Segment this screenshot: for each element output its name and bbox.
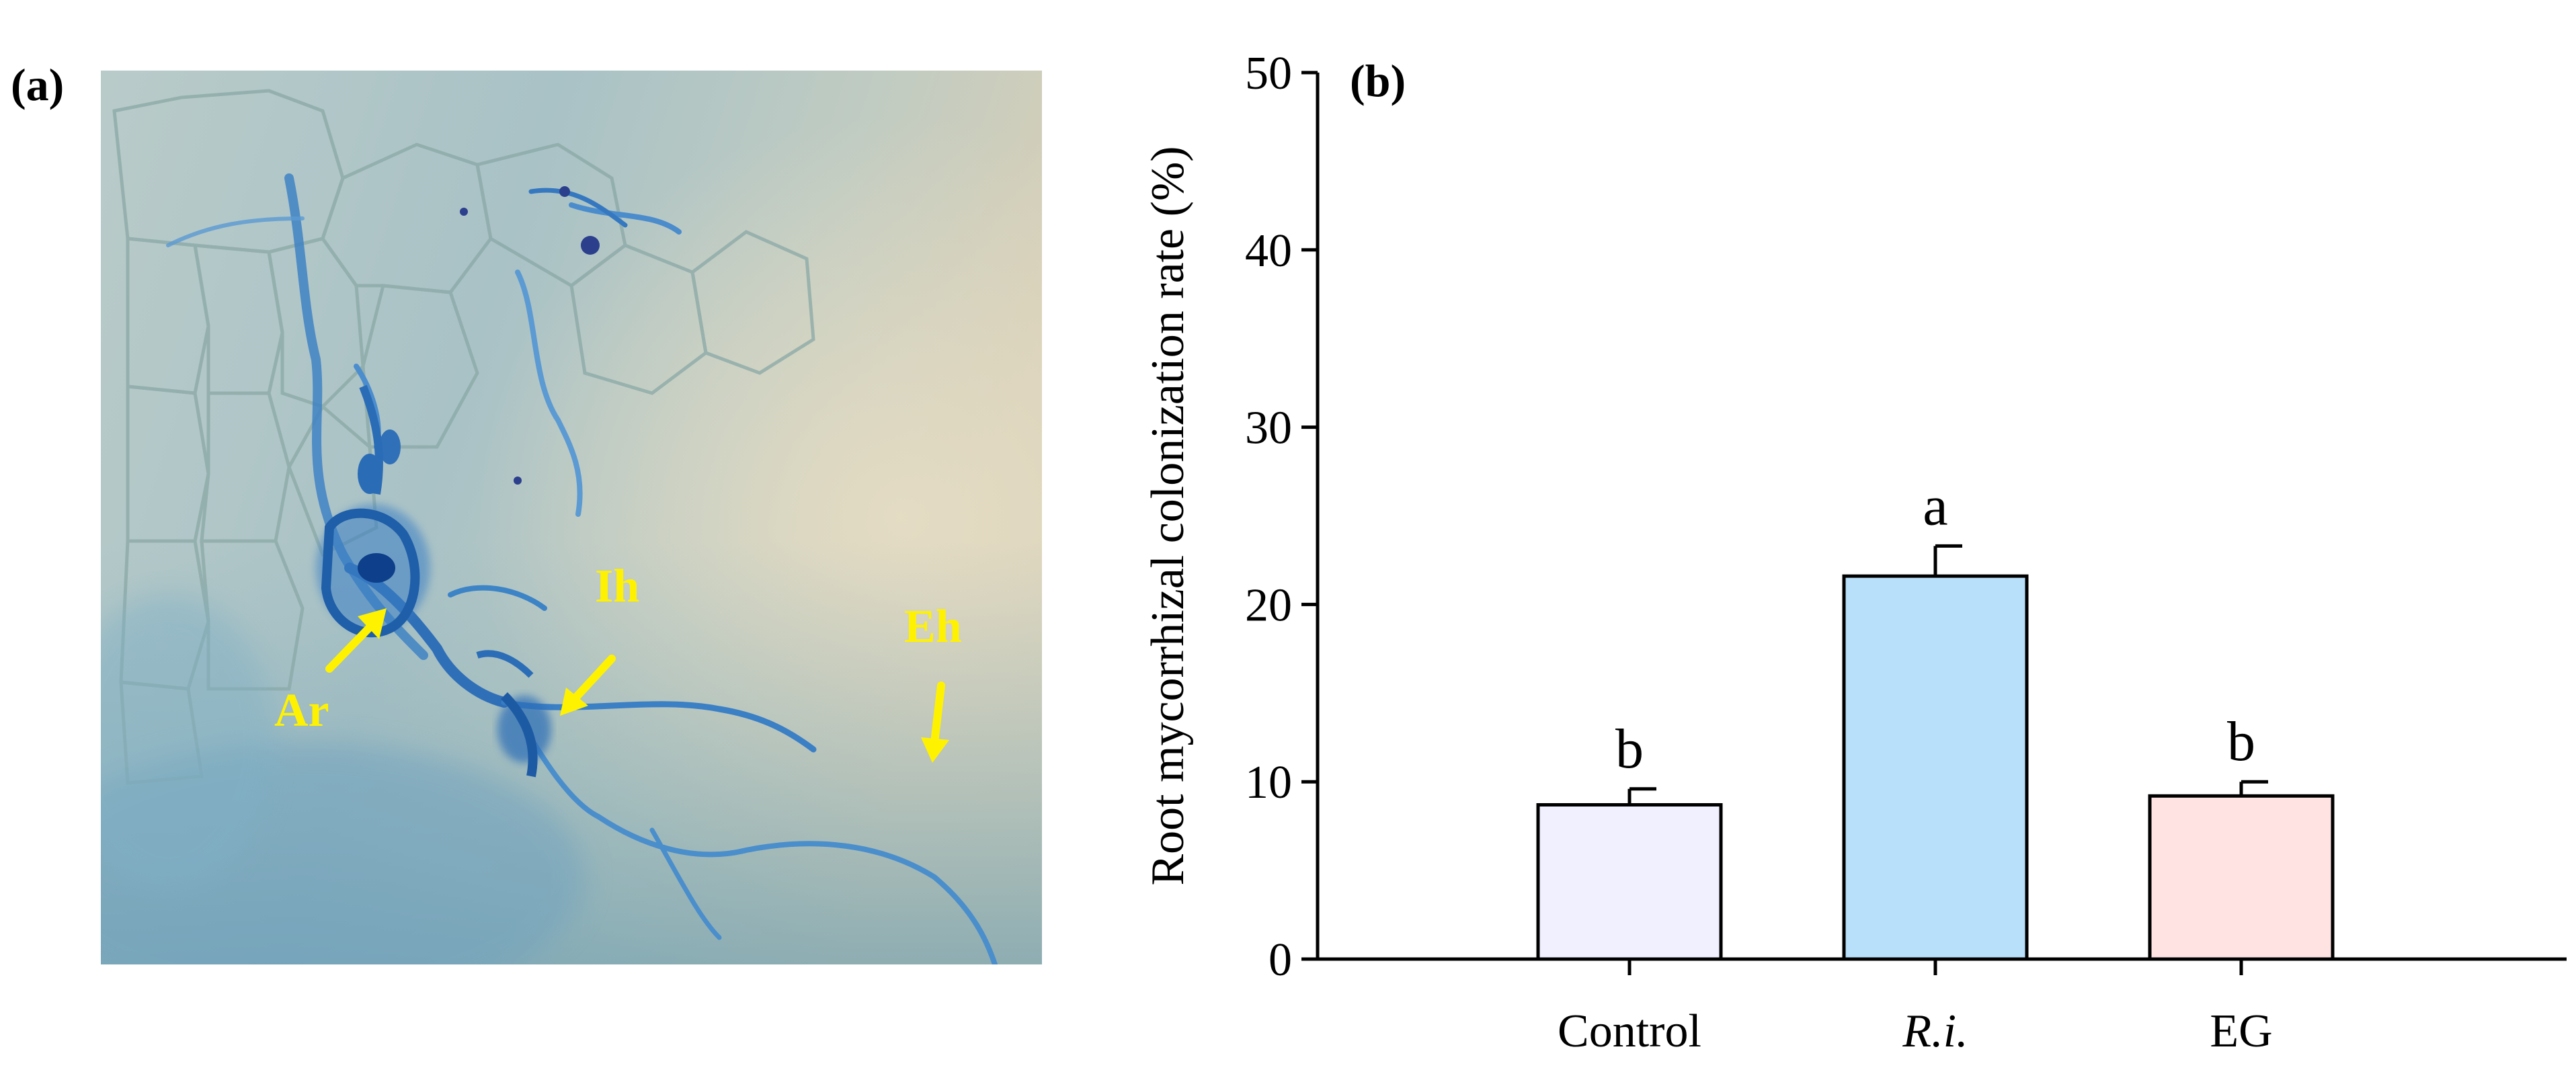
chart-bars <box>1536 544 2335 961</box>
y-axis-title: Root mycorrhizal colonization rate (%) <box>1142 146 1194 885</box>
chart-axes <box>1301 71 2567 975</box>
category-label: EG <box>2210 1005 2272 1057</box>
category-label: R.i. <box>1902 1005 1968 1057</box>
eh-arrow-head <box>921 737 949 763</box>
micrograph-image: Ar Ih Eh <box>101 71 1042 964</box>
ih-arrow-line <box>567 655 616 706</box>
ih-arrow-head <box>560 688 588 716</box>
bar-0 <box>1536 802 1723 961</box>
y-tick-label: 10 <box>1245 757 1292 809</box>
eh-label: Eh <box>904 601 962 653</box>
y-tick-label: 20 <box>1245 579 1292 631</box>
micrograph-svg: Ar Ih Eh <box>101 71 1042 964</box>
panel-b-label: (b) <box>1350 55 1406 106</box>
y-tick-label: 40 <box>1245 225 1292 277</box>
y-tick-label: 30 <box>1245 403 1292 454</box>
ih-label: Ih <box>595 561 639 612</box>
significance-letter: b <box>2227 710 2255 773</box>
ar-label: Ar <box>274 685 329 737</box>
ar-arrow-head <box>358 608 387 639</box>
category-label: Control <box>1558 1005 1701 1057</box>
significance-letter: a <box>1923 474 1947 537</box>
panel-a-label: (a) <box>11 59 65 110</box>
y-tick-label: 0 <box>1269 934 1292 986</box>
chart-labels: 0 10 20 30 40 50 Root mycorrhizal colonization… <box>1142 48 2273 1057</box>
y-tick-label: 50 <box>1245 48 1292 99</box>
ar-arrow-line <box>325 616 380 673</box>
significance-letter: b <box>1615 718 1644 780</box>
bar-1 <box>1842 574 2029 961</box>
eh-arrow-line <box>930 681 945 747</box>
bar-2 <box>2148 794 2335 961</box>
